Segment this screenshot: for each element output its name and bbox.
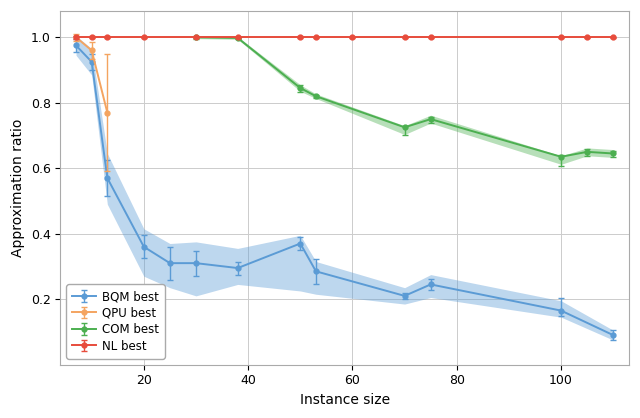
Y-axis label: Approximation ratio: Approximation ratio (11, 119, 25, 257)
X-axis label: Instance size: Instance size (300, 393, 390, 407)
Legend: BQM best, QPU best, COM best, NL best: BQM best, QPU best, COM best, NL best (67, 284, 164, 359)
